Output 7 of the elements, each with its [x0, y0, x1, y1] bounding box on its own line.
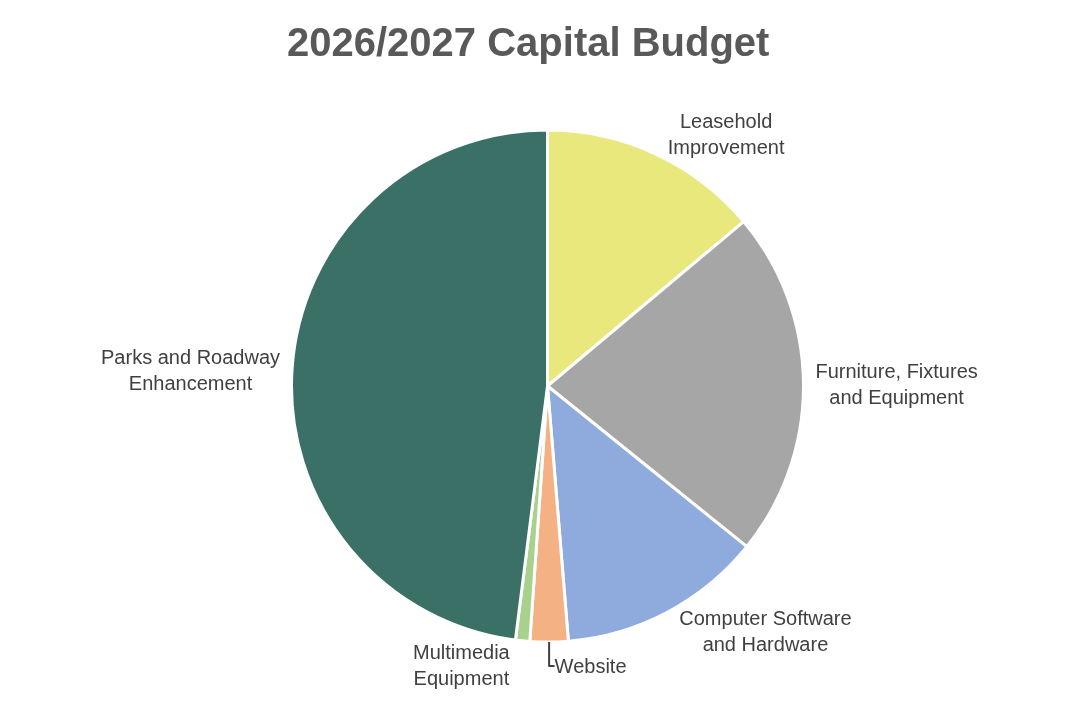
slice-label: Multimedia Equipment	[413, 640, 511, 689]
slice-label: Computer Software and Hardware	[679, 606, 852, 655]
slice-label: Leasehold Improvement	[667, 110, 785, 159]
slice-label: Website	[554, 654, 627, 677]
slice-label: Furniture, Fixtures and Equipment	[815, 359, 978, 408]
slice-label: Parks and Roadway Enhancement	[101, 345, 281, 394]
chart-title: 2026/2027 Capital Budget	[287, 20, 770, 65]
